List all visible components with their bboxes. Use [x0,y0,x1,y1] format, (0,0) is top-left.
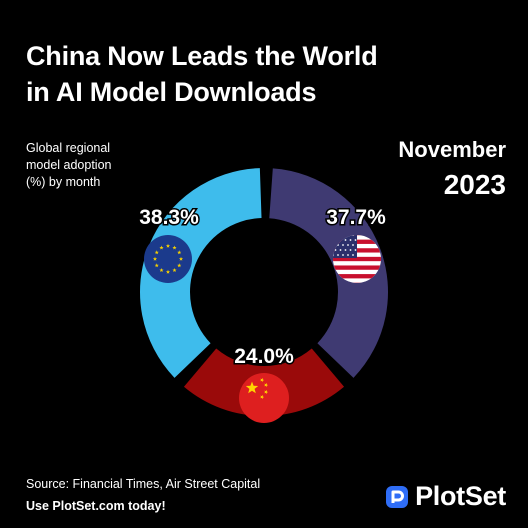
source-note: Source: Financial Times, Air Street Capi… [26,477,261,491]
donut-slices [139,168,388,416]
us-star [339,249,342,251]
china-percent-label: 24.0% [234,345,294,368]
eu-star [172,268,177,273]
us-star [352,244,354,246]
china-small-star [264,382,269,388]
brand-name: PlotSet [415,481,506,511]
us-stripe [333,282,381,283]
us-percent-label: 37.7% [326,206,386,229]
eu-flag-icon [144,235,192,283]
china-small-star [264,389,269,395]
china-big-star [245,381,259,394]
china-small-star [260,377,265,383]
us-star [347,244,349,246]
us-star [344,239,347,241]
us-star [347,254,349,256]
eu-star [177,250,182,255]
chart-subtitle-line-3: (%) by month [26,175,101,189]
eu-star [154,263,159,268]
chart-subtitle-line-2: model adoption [26,158,112,172]
plotset-logo-icon [386,485,409,508]
eu-star [178,256,184,261]
period-month: November [398,137,506,162]
eu-star [172,245,177,250]
us-star [342,254,344,256]
us-stripe [333,256,381,262]
us-slice [269,168,388,378]
eu-star [154,250,159,255]
us-star [354,239,357,241]
chart-subtitle-line-1: Global regional [26,141,111,155]
us-stripe [333,274,381,279]
eu-star [152,256,158,261]
period-year: 2023 [443,169,506,200]
us-star [349,239,352,241]
us-star [342,244,344,246]
cta-link[interactable]: Use PlotSet.com today! [26,499,166,513]
brand[interactable]: PlotSet [385,481,506,512]
us-star [337,254,339,256]
eu-percent-label: 38.3% [139,206,199,229]
china-small-star [260,394,265,400]
eu-star [159,245,164,250]
us-star [354,249,357,251]
chart-subtitle: Global regional model adoption (%) by mo… [26,140,156,191]
us-star [344,249,347,251]
us-star [352,254,354,256]
eu-star [165,269,171,274]
us-star [349,249,352,251]
chart-title-line-2: in AI Model Downloads [26,77,317,107]
chart-title-line-1: China Now Leads the World [26,41,378,71]
china-flag-icon [239,373,289,423]
eu-star [159,268,164,273]
us-star [334,249,337,251]
eu-star [177,263,182,268]
us-stripe [333,265,381,270]
eu-slice [139,168,262,378]
eu-star [165,243,171,248]
chart-title: China Now Leads the World in AI Model Do… [26,38,406,110]
